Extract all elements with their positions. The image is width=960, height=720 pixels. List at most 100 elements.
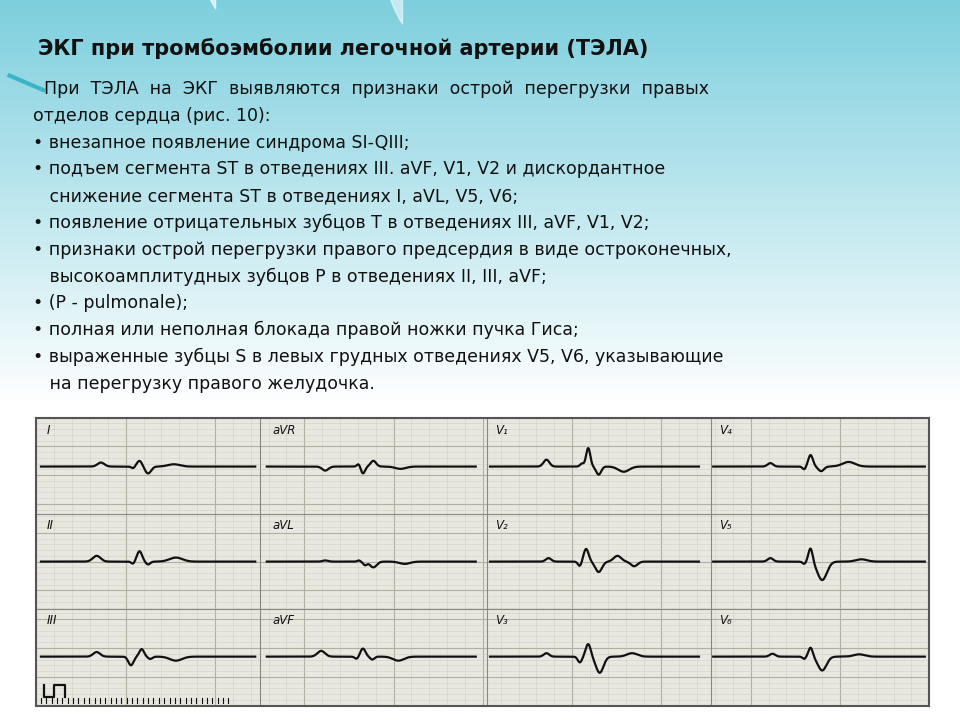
Bar [0,323,960,324]
Bar [0,160,960,161]
Bar [0,118,960,120]
Bar [0,93,960,94]
Bar [0,305,960,307]
Bar [0,22,960,23]
Bar [0,54,960,55]
Bar [0,12,960,14]
Bar [0,344,960,346]
Bar [0,395,960,397]
Bar [0,354,960,355]
Bar [0,90,960,91]
Bar [0,269,960,270]
Bar [0,215,960,217]
Bar [0,208,960,210]
Bar [0,304,960,305]
Text: • появление отрицательных зубцов Т в отведениях III, aVF, V1, V2;: • появление отрицательных зубцов Т в отв… [34,214,650,232]
Bar [0,9,960,11]
Bar [0,228,960,230]
Bar [0,233,960,234]
Bar [0,343,960,344]
Bar [0,14,960,15]
Bar [0,156,960,157]
Bar [0,34,960,35]
Bar [0,140,960,141]
Bar [0,202,960,203]
Bar [0,313,960,315]
Bar [0,259,960,261]
Bar [0,316,960,318]
Bar [0,183,960,184]
Bar [0,189,960,191]
Bar [0,364,960,366]
Bar [0,67,960,68]
Bar [0,217,960,219]
Bar [0,226,960,227]
Bar [0,315,960,316]
Bar [0,266,960,267]
Bar [0,28,960,30]
Bar [0,294,960,296]
Bar [0,0,960,1]
Bar [0,238,960,239]
Bar [0,59,960,60]
Bar [0,276,960,277]
Bar [0,391,960,392]
Bar [0,186,960,188]
Bar [0,79,960,81]
Bar [0,58,960,59]
Bar [0,372,960,374]
Bar [0,94,960,96]
Bar [0,23,960,24]
Bar [0,153,960,155]
Bar [0,149,960,150]
Bar [0,277,960,278]
Bar [0,4,960,5]
Bar [0,105,960,106]
Bar [0,247,960,248]
Bar [0,109,960,110]
Bar [0,386,960,387]
Text: • подъем сегмента ST в отведениях III. aVF, V1, V2 и дискордантное: • подъем сегмента ST в отведениях III. a… [34,161,665,179]
Text: aVF: aVF [273,614,294,627]
Bar [0,65,960,66]
Bar [0,138,960,140]
Bar [0,380,960,382]
Text: на перегрузку правого желудочка.: на перегрузку правого желудочка. [34,374,375,392]
Bar [0,39,960,40]
Bar [0,340,960,341]
Bar [0,332,960,333]
Bar [0,360,960,361]
Bar [0,112,960,113]
Bar [0,76,960,78]
Bar [0,181,960,183]
Bar [0,11,960,12]
Bar [0,148,960,149]
Bar [0,289,960,290]
Bar [0,120,960,121]
Text: • выраженные зубцы S в левых грудных отведениях V5, V6, указывающие: • выраженные зубцы S в левых грудных отв… [34,348,724,366]
Bar [0,169,960,171]
Bar [0,25,960,27]
Bar [0,37,960,39]
Bar [0,106,960,107]
Bar [0,246,960,247]
Bar [0,146,960,148]
Bar [0,113,960,114]
Bar [0,133,960,135]
Bar [0,110,960,112]
Bar [0,278,960,279]
Bar [0,163,960,164]
Bar [0,394,960,395]
Bar [0,258,960,259]
Bar [0,347,960,348]
Bar [0,369,960,371]
Bar [0,137,960,138]
Bar [0,242,960,243]
Bar [0,324,960,325]
Bar [0,293,960,294]
Bar [0,207,960,208]
Bar [0,298,960,300]
Bar [0,253,960,254]
Bar [0,297,960,298]
Bar [0,274,960,276]
